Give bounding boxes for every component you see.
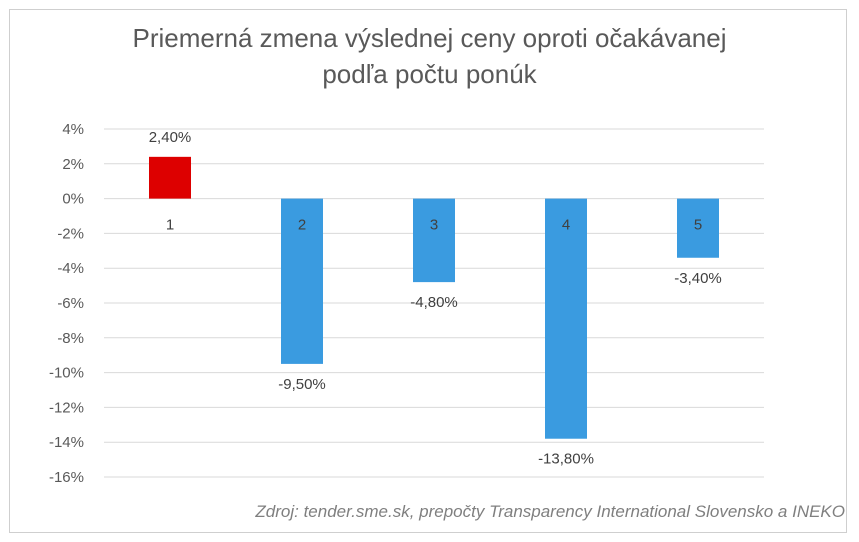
y-tick-label: -6% xyxy=(57,295,84,312)
chart-title-line-1: Priemerná zmena výslednej ceny oproti oč… xyxy=(132,23,727,53)
chart-title-line-2: podľa počtu ponúk xyxy=(322,59,537,89)
y-tick-label: 4% xyxy=(62,121,84,138)
y-tick-label: -10% xyxy=(49,365,84,382)
y-tick-label: 2% xyxy=(62,156,84,173)
bar xyxy=(413,198,455,283)
bar xyxy=(281,198,323,364)
bar xyxy=(677,198,719,258)
bar xyxy=(545,198,587,439)
data-label: -3,40% xyxy=(674,270,722,287)
x-tick-label: 2 xyxy=(298,217,306,234)
y-tick-label: -12% xyxy=(49,399,84,416)
y-tick-label: -4% xyxy=(57,260,84,277)
y-tick-label: -14% xyxy=(49,434,84,451)
x-tick-label: 5 xyxy=(694,217,702,234)
data-label: -9,50% xyxy=(278,376,326,393)
data-label: 2,40% xyxy=(149,129,192,146)
y-tick-label: -16% xyxy=(49,469,84,486)
y-tick-label: 0% xyxy=(62,191,84,208)
x-tick-label: 1 xyxy=(166,217,174,234)
x-tick-label: 4 xyxy=(562,217,570,234)
y-tick-label: -2% xyxy=(57,225,84,242)
chart-title: Priemerná zmena výslednej ceny oproti oč… xyxy=(0,20,859,92)
data-label: -4,80% xyxy=(410,294,458,311)
bar xyxy=(149,156,191,199)
x-tick-label: 3 xyxy=(430,217,438,234)
data-label: -13,80% xyxy=(538,451,594,468)
source-note: Zdroj: tender.sme.sk, prepočty Transpare… xyxy=(255,502,845,521)
y-tick-label: -8% xyxy=(57,330,84,347)
